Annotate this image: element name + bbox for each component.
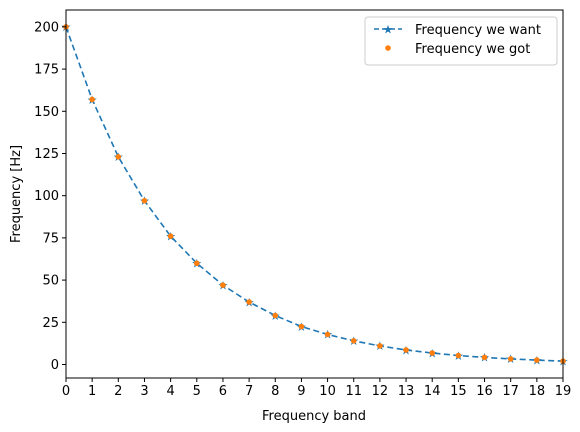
x-tick-label: 3 xyxy=(140,384,148,399)
x-tick-label: 18 xyxy=(529,384,546,399)
dot-marker xyxy=(167,233,174,240)
x-tick-label: 14 xyxy=(424,384,441,399)
dot-marker xyxy=(141,197,148,204)
y-tick-label: 150 xyxy=(34,105,59,120)
dot-marker xyxy=(89,96,95,103)
dot-marker xyxy=(350,338,357,344)
series-line-want xyxy=(65,26,564,362)
y-tick-label: 125 xyxy=(34,147,59,162)
y-tick-label: 200 xyxy=(34,20,59,35)
x-tick-label: 8 xyxy=(271,384,279,399)
dot-marker xyxy=(115,154,122,160)
y-tick-label: 175 xyxy=(34,63,59,78)
x-tick-label: 7 xyxy=(245,384,253,399)
x-tick-label: 19 xyxy=(555,384,572,399)
legend-box xyxy=(364,16,558,66)
x-tick-label: 5 xyxy=(193,384,201,399)
dot-marker xyxy=(298,323,305,330)
x-tick-label: 11 xyxy=(345,384,362,399)
x-tick-label: 4 xyxy=(166,384,174,399)
dot-marker xyxy=(193,260,200,267)
dot-marker xyxy=(429,350,436,356)
legend-swatch-star: ★ xyxy=(383,23,394,37)
y-tick-label: 50 xyxy=(42,274,59,289)
x-tick-label: 12 xyxy=(372,384,389,399)
x-tick-label: 17 xyxy=(502,384,519,399)
dot-marker xyxy=(272,312,279,319)
x-tick-label: 16 xyxy=(476,384,493,399)
y-tick-label: 75 xyxy=(42,231,59,246)
x-tick-label: 13 xyxy=(398,384,415,399)
x-tick-label: 10 xyxy=(319,384,336,399)
legend-swatch-dot xyxy=(385,45,391,51)
dot-marker xyxy=(481,354,488,361)
x-tick-label: 1 xyxy=(88,384,96,399)
x-axis: 0 1 2 3 4 5 6 7 8 9 10 11 12 13 14 15 16 17 18 19 xyxy=(62,378,571,399)
dot-marker xyxy=(455,352,462,359)
x-tick-label: 9 xyxy=(297,384,305,399)
y-tick-label: 25 xyxy=(42,316,59,331)
x-tick-label: 0 xyxy=(62,384,70,399)
dot-marker xyxy=(377,343,383,349)
y-tick-label: 0 xyxy=(51,358,59,373)
legend-label-got: Frequency we got xyxy=(415,42,530,57)
dot-marker xyxy=(403,347,409,353)
y-axis-label: Frequency [Hz] xyxy=(9,145,24,243)
y-tick-label: 100 xyxy=(34,189,59,204)
legend-label-want: Frequency we want xyxy=(415,23,541,38)
x-axis-label: Frequency band xyxy=(262,409,366,424)
legend: ★ Frequency we want Frequency we got xyxy=(364,16,558,66)
dot-marker xyxy=(220,282,226,288)
dot-marker xyxy=(246,299,252,305)
plot-area: ★★★★★★★★★★★★★★★★★★★★ xyxy=(61,20,569,368)
x-tick-label: 15 xyxy=(450,384,467,399)
dot-marker xyxy=(324,331,331,338)
dot-marker xyxy=(507,356,514,362)
x-tick-label: 2 xyxy=(114,384,122,399)
x-tick-label: 6 xyxy=(219,384,227,399)
dot-marker xyxy=(534,357,540,363)
y-axis: 0 25 50 75 100 125 150 175 200 xyxy=(34,20,66,373)
axes-frame xyxy=(65,9,564,379)
